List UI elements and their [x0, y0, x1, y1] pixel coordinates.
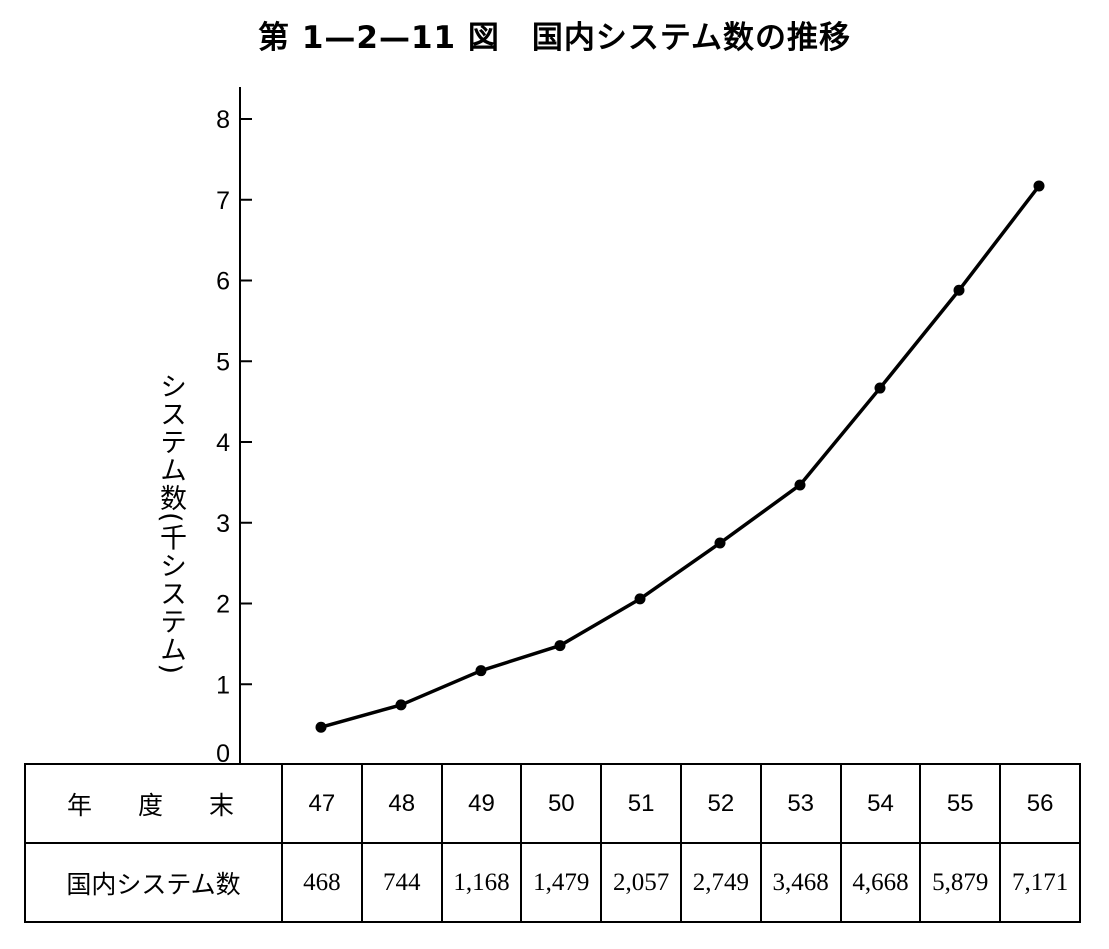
y-tick-label-3: 3 [216, 510, 230, 538]
year-cell: 47 [281, 763, 363, 844]
count-cell: 7,171 [999, 842, 1081, 923]
data-point-55 [953, 284, 965, 296]
year-cell: 55 [919, 763, 1002, 844]
chart-title: 第 1—2—11 図 国内システム数の推移 [258, 20, 851, 56]
count-cell: 1,479 [520, 842, 603, 923]
year-cell: 54 [839, 763, 922, 844]
count-cell: 2,749 [679, 842, 762, 923]
y-tick-label-8: 8 [216, 106, 230, 134]
y-tick-label-0: 0 [216, 740, 230, 768]
count-cell: 5,879 [919, 842, 1002, 923]
table-row-year: 年度末 47 48 49 50 51 52 53 54 55 56 [24, 763, 1081, 844]
year-cell: 52 [679, 763, 762, 844]
data-point-56 [1033, 180, 1045, 192]
data-point-50 [554, 640, 566, 652]
data-point-47 [315, 721, 327, 733]
count-cell: 4,668 [839, 842, 922, 923]
data-point-53 [794, 479, 806, 491]
y-tick-label-6: 6 [216, 268, 230, 296]
table-row-count: 国内システム数 468 744 1,168 1,479 2,057 2,749 3,468 4… [24, 842, 1081, 923]
year-header: 年度末 [24, 763, 283, 844]
year-cell: 53 [759, 763, 842, 844]
data-point-54 [874, 382, 886, 394]
count-header: 国内システム数 [24, 842, 283, 923]
y-ticks: 0 1 2 3 4 5 6 7 8 [216, 106, 252, 768]
y-tick-label-7: 7 [216, 187, 230, 215]
y-tick-label-2: 2 [216, 591, 230, 619]
year-cell: 49 [440, 763, 523, 844]
count-cell: 744 [360, 842, 443, 923]
series-line [320, 184, 1041, 729]
count-cell: 468 [281, 842, 363, 923]
data-point-51 [634, 593, 646, 605]
year-cell: 50 [520, 763, 603, 844]
data-table: 年度末 47 48 49 50 51 52 53 54 55 56 国内システム数 468 744 1… [24, 763, 1081, 923]
data-point-48 [395, 699, 407, 711]
count-cell: 3,468 [759, 842, 842, 923]
year-cell: 56 [999, 763, 1081, 844]
y-axis-label: システム数(千システム) [155, 372, 186, 676]
y-tick-label-4: 4 [216, 429, 230, 457]
data-point-49 [475, 665, 487, 677]
year-cell: 48 [360, 763, 443, 844]
count-cell: 1,168 [440, 842, 523, 923]
y-tick-label-1: 1 [216, 671, 230, 699]
data-points [315, 180, 1045, 733]
count-cell: 2,057 [600, 842, 682, 923]
data-point-52 [714, 537, 726, 549]
year-cell: 51 [600, 763, 682, 844]
y-tick-label-5: 5 [216, 348, 230, 376]
